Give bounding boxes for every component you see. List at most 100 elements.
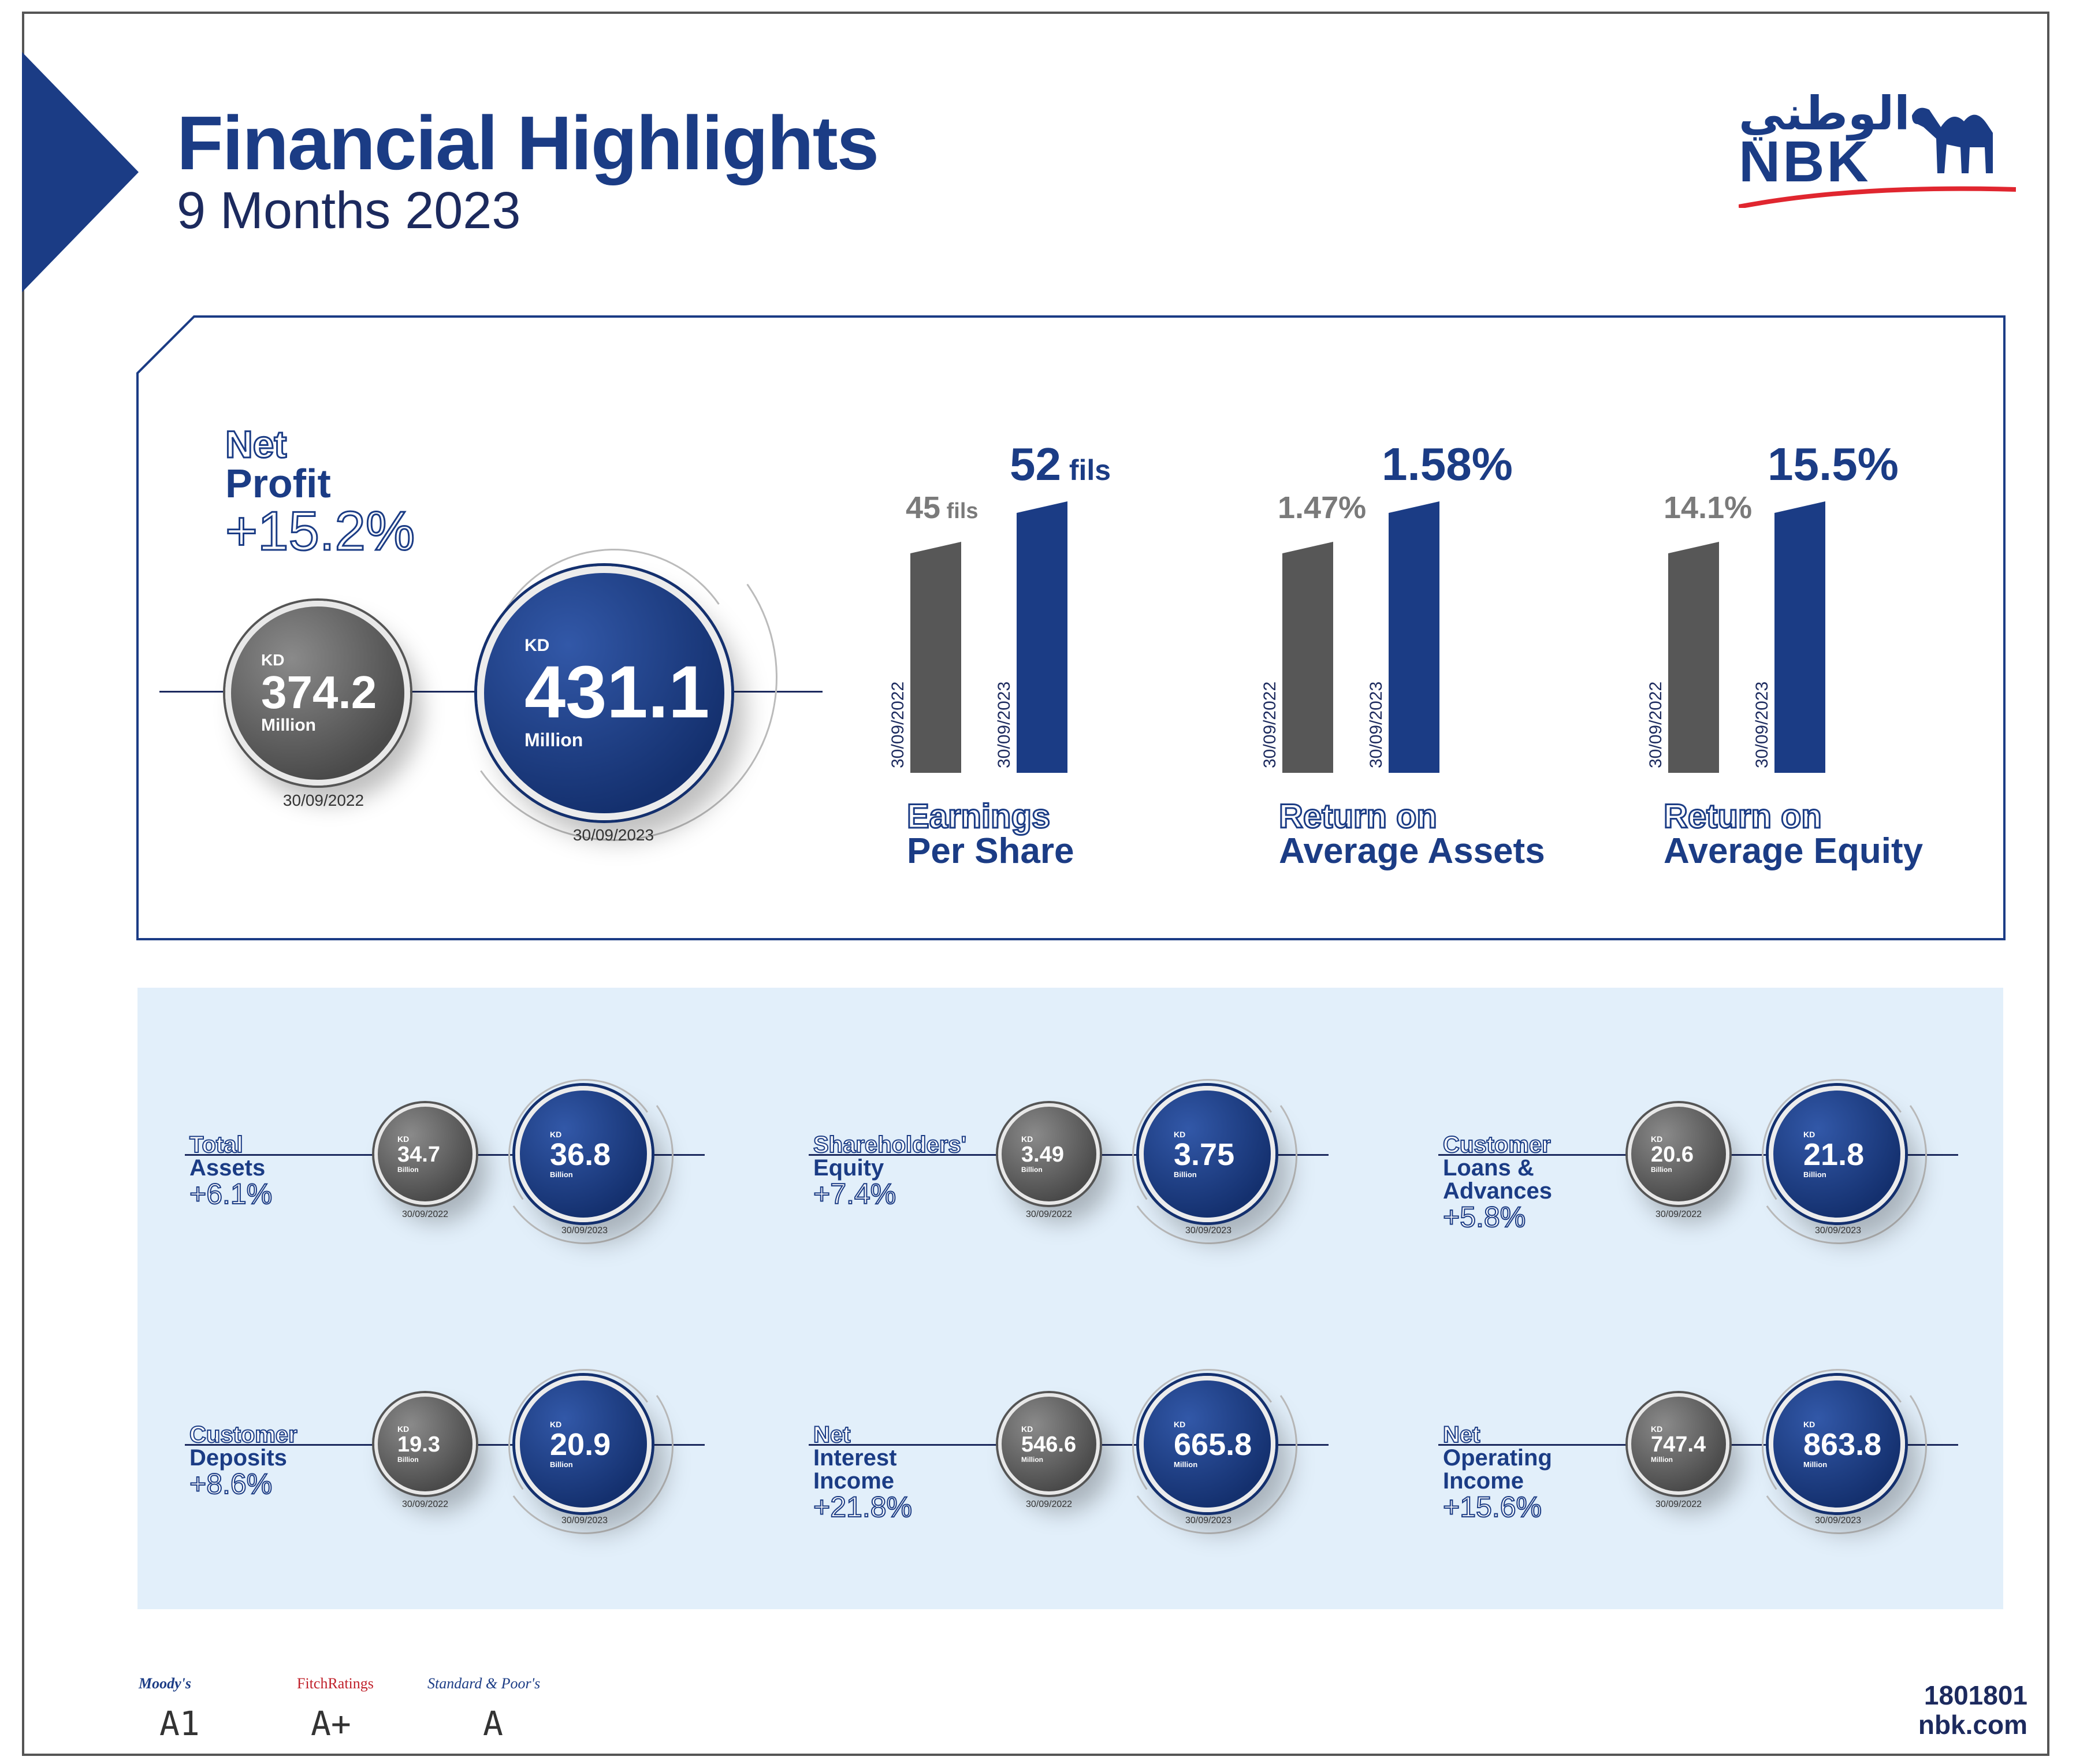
metric-label-line: Net: [1442, 1422, 1480, 1447]
bar-value-label: 15.5%: [1768, 438, 1899, 491]
metric-label-line: Equity: [813, 1155, 884, 1181]
moodys-rating: A1: [159, 1704, 200, 1743]
bar-value-unit: fils: [1061, 454, 1111, 486]
currency-label: KD: [261, 651, 285, 669]
metric-label-line: Interest: [813, 1445, 897, 1471]
metric-label-line: Deposits: [189, 1445, 287, 1471]
bar-current: [1017, 501, 1067, 773]
roae-label-line1: Return on: [1662, 798, 1822, 835]
fitch-logo: FitchRatings: [297, 1675, 374, 1692]
metric-prev-circle: KD 20.6 Billion: [1628, 1103, 1729, 1205]
bar-value: 52: [1010, 438, 1061, 490]
contact-block: 1801801 nbk.com: [1918, 1681, 2027, 1739]
fitch-rating: A+: [311, 1704, 351, 1743]
bar-value: 45: [906, 490, 941, 525]
metric-prev-date: 30/09/2022: [401, 1499, 449, 1509]
unit-label: Billion: [397, 1166, 419, 1174]
sp-rating: A: [483, 1704, 503, 1743]
currency-label: KD: [550, 1129, 562, 1139]
bar-date-label: 30/09/2023: [1753, 681, 1772, 768]
unit-label: Billion: [1803, 1170, 1826, 1179]
page-subtitle: 9 Months 2023: [177, 182, 521, 240]
metric-curr-date: 30/09/2023: [1185, 1226, 1232, 1235]
metric-label: Net Operating Income +15.6%: [1442, 1422, 1552, 1523]
logo-latin: NBK: [1739, 129, 1871, 194]
bar-date-label: 30/09/2022: [1260, 681, 1279, 768]
metric-prev-value: 747.4: [1651, 1432, 1706, 1457]
currency-label: KD: [1803, 1419, 1815, 1429]
metric-curr-value: 21.8: [1803, 1137, 1865, 1172]
currency-label: KD: [397, 1424, 410, 1434]
currency-label: KD: [1021, 1424, 1033, 1434]
unit-label: Billion: [550, 1170, 573, 1179]
eps-label-line2: Per Share: [907, 831, 1074, 871]
metric-curr-date: 30/09/2023: [1814, 1226, 1862, 1235]
metric-curr-circle: KD 665.8 Million: [1139, 1376, 1275, 1512]
metric-change: +21.8%: [813, 1491, 913, 1523]
currency-label: KD: [550, 1419, 562, 1429]
metric-curr-circle: KD 3.75 Billion: [1139, 1086, 1275, 1222]
bar-previous: [1668, 542, 1719, 773]
metric-change: +7.4%: [813, 1178, 896, 1210]
metric-prev-date: 30/09/2022: [1025, 1499, 1073, 1509]
metric-prev-circle: KD 747.4 Million: [1628, 1393, 1729, 1495]
bar-value: 1.47%: [1278, 490, 1367, 525]
metric-curr-date: 30/09/2023: [561, 1226, 608, 1235]
net-profit-label-line2: Profit: [225, 461, 331, 506]
unit-label: Million: [1021, 1456, 1043, 1464]
metric-label-line: Income: [813, 1468, 895, 1494]
contact-website[interactable]: nbk.com: [1918, 1709, 2027, 1740]
metric-change: +15.6%: [1442, 1491, 1542, 1523]
metric-label-line: Net: [813, 1422, 851, 1447]
metric-curr-date: 30/09/2023: [561, 1516, 608, 1525]
net-profit-prev-date: 30/09/2022: [282, 791, 364, 809]
net-profit-label: Net Profit +15.2%: [224, 423, 415, 562]
metric-curr-date: 30/09/2023: [1185, 1516, 1232, 1525]
bar-value-label: 1.47%: [1278, 490, 1366, 526]
moodys-logo: Moody's: [139, 1675, 191, 1692]
eps-label-line1: Earnings: [906, 798, 1051, 835]
currency-label: KD: [397, 1134, 410, 1144]
metric-label-line: Operating: [1443, 1445, 1552, 1471]
metric-label-line: Customer: [189, 1422, 298, 1447]
metric-curr-value: 665.8: [1174, 1427, 1252, 1462]
metric-curr-circle: KD 36.8 Billion: [515, 1086, 652, 1222]
page-frame: [22, 12, 2049, 1756]
logo-swoosh: [1739, 186, 2016, 208]
metric-prev-circle: KD 19.3 Billion: [374, 1393, 476, 1495]
metric-prev-value: 546.6: [1021, 1432, 1077, 1457]
bar-date-label: 30/09/2022: [1646, 681, 1665, 768]
net-profit-curr-circle: KD 431.1 Million: [477, 566, 731, 820]
net-profit-change: +15.2%: [224, 500, 415, 562]
metric-change: +8.6%: [189, 1468, 273, 1500]
metric-curr-value: 3.75: [1174, 1137, 1235, 1172]
metric-label: Customer Deposits +8.6%: [189, 1422, 298, 1500]
unit-label: Million: [1651, 1456, 1673, 1464]
net-profit-prev-value: 374.2: [261, 667, 377, 718]
bar-value-label: 1.58%: [1382, 438, 1513, 491]
metric-prev-circle: KD 546.6 Million: [998, 1393, 1100, 1495]
metric-curr-circle: KD 863.8 Million: [1769, 1376, 1905, 1512]
unit-label: Million: [261, 716, 316, 735]
bar-previous: [1282, 542, 1333, 773]
metric-curr-circle: KD 21.8 Billion: [1769, 1086, 1905, 1222]
bar-value-unit: fils: [940, 499, 979, 523]
sp-logo: Standard & Poor's: [427, 1675, 541, 1692]
bar-previous: [910, 542, 961, 773]
contact-phone: 1801801: [1924, 1680, 2027, 1710]
nbk-logo: الوطني NBK: [1727, 87, 2016, 219]
metric-prev-date: 30/09/2022: [401, 1210, 449, 1219]
currency-label: KD: [1651, 1424, 1663, 1434]
metrics-panel: [137, 988, 2003, 1609]
metric-label-line: Loans &: [1443, 1155, 1534, 1181]
metric-label: Net Interest Income +21.8%: [813, 1422, 913, 1523]
metric-change: +5.8%: [1442, 1201, 1526, 1233]
metric-prev-value: 20.6: [1651, 1142, 1694, 1167]
bar-value: 14.1%: [1664, 490, 1753, 525]
metric-prev-circle: KD 3.49 Billion: [998, 1103, 1100, 1205]
net-profit-curr-date: 30/09/2023: [572, 826, 654, 844]
metric-label-line: Advances: [1443, 1178, 1552, 1204]
net-profit-label-line1: Net: [224, 423, 287, 466]
unit-label: Million: [1803, 1460, 1828, 1469]
bar-date-label: 30/09/2023: [1367, 681, 1386, 768]
